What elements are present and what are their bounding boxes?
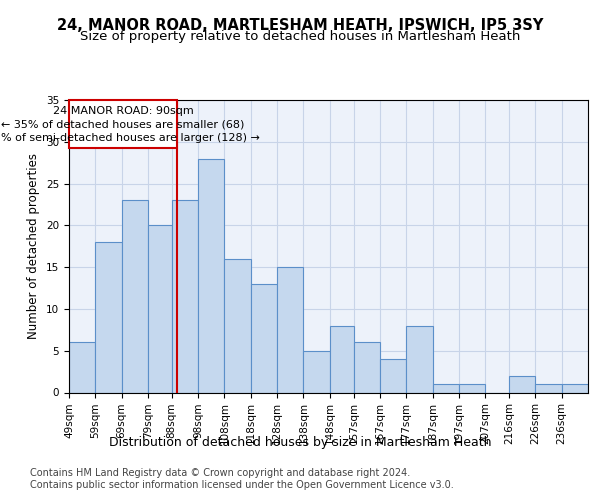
Bar — [95, 242, 122, 392]
Bar — [172, 200, 198, 392]
Text: Distribution of detached houses by size in Martlesham Heath: Distribution of detached houses by size … — [109, 436, 491, 449]
Bar — [380, 359, 406, 392]
Bar — [562, 384, 588, 392]
Bar — [251, 284, 277, 393]
Text: 24 MANOR ROAD: 90sqm: 24 MANOR ROAD: 90sqm — [53, 106, 193, 116]
Bar — [509, 376, 535, 392]
Bar — [406, 326, 433, 392]
Bar — [198, 158, 224, 392]
Bar — [433, 384, 459, 392]
Bar — [353, 342, 380, 392]
Text: Contains HM Land Registry data © Crown copyright and database right 2024.: Contains HM Land Registry data © Crown c… — [30, 468, 410, 477]
Bar — [459, 384, 485, 392]
Bar — [69, 100, 177, 148]
Text: 65% of semi-detached houses are larger (128) →: 65% of semi-detached houses are larger (… — [0, 133, 259, 143]
Text: Contains public sector information licensed under the Open Government Licence v3: Contains public sector information licen… — [30, 480, 454, 490]
Bar — [148, 226, 172, 392]
Text: Size of property relative to detached houses in Martlesham Heath: Size of property relative to detached ho… — [80, 30, 520, 43]
Bar — [304, 350, 330, 393]
Y-axis label: Number of detached properties: Number of detached properties — [28, 153, 40, 340]
Bar — [535, 384, 562, 392]
Bar — [122, 200, 148, 392]
Bar — [69, 342, 95, 392]
Text: ← 35% of detached houses are smaller (68): ← 35% of detached houses are smaller (68… — [1, 119, 245, 129]
Bar — [330, 326, 353, 392]
Bar — [277, 267, 304, 392]
Bar — [224, 259, 251, 392]
Text: 24, MANOR ROAD, MARTLESHAM HEATH, IPSWICH, IP5 3SY: 24, MANOR ROAD, MARTLESHAM HEATH, IPSWIC… — [57, 18, 543, 32]
